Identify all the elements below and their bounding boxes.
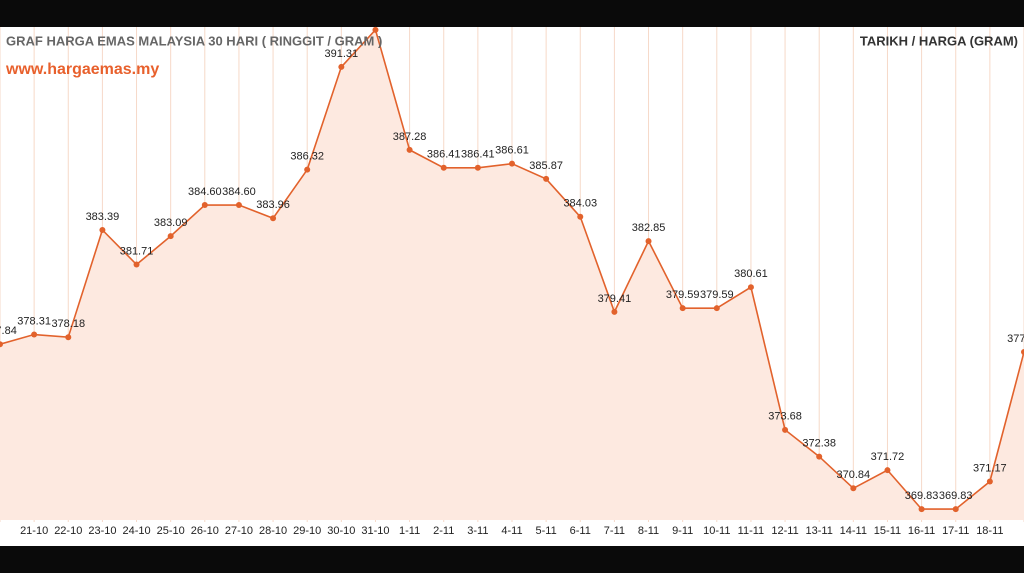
point bbox=[440, 164, 447, 171]
point bbox=[850, 485, 857, 492]
point bbox=[747, 284, 754, 291]
point bbox=[0, 341, 3, 348]
point bbox=[1021, 349, 1024, 356]
x-tick-label: 31-10 bbox=[361, 525, 389, 537]
data-label: 372.38 bbox=[802, 438, 836, 450]
data-label: 378.31 bbox=[17, 315, 51, 327]
point bbox=[816, 453, 823, 460]
data-label: 386.32 bbox=[290, 151, 324, 163]
point bbox=[338, 63, 345, 70]
x-tick-label: 27-10 bbox=[225, 525, 253, 537]
x-tick-label: 18-11 bbox=[976, 525, 1003, 537]
data-label: 387.28 bbox=[393, 131, 427, 143]
point bbox=[201, 202, 208, 209]
data-label: 385.87 bbox=[529, 160, 563, 172]
x-tick-label: 5-11 bbox=[536, 525, 557, 537]
point bbox=[543, 175, 550, 182]
x-tick-label: 29-10 bbox=[293, 525, 321, 537]
x-tick-label: 1-11 bbox=[399, 525, 420, 537]
point bbox=[611, 308, 618, 315]
point bbox=[952, 506, 959, 513]
data-label: 377.84 bbox=[0, 325, 17, 337]
x-tick-label: 2-11 bbox=[433, 525, 454, 537]
data-label: 386.61 bbox=[495, 145, 529, 157]
x-tick-label: 6-11 bbox=[570, 525, 591, 537]
point bbox=[65, 334, 72, 341]
point bbox=[99, 226, 106, 233]
data-label: 384.60 bbox=[222, 186, 256, 198]
data-label: 373.68 bbox=[768, 411, 802, 423]
point bbox=[918, 506, 925, 513]
x-tick-label: 26-10 bbox=[191, 525, 219, 537]
data-label: 383.09 bbox=[154, 217, 188, 229]
chart-subtitle: www.hargaemas.my bbox=[5, 61, 159, 78]
data-label: 384.60 bbox=[188, 186, 222, 198]
point bbox=[235, 202, 242, 209]
point bbox=[133, 261, 140, 268]
point bbox=[713, 305, 720, 312]
legend-title: TARIKH / HARGA (GRAM) bbox=[860, 33, 1018, 48]
point bbox=[372, 26, 379, 33]
data-label: 379.59 bbox=[700, 289, 734, 301]
x-tick-label: 23-10 bbox=[88, 525, 116, 537]
data-label: 383.39 bbox=[86, 211, 120, 223]
x-tick-label: 10-11 bbox=[703, 525, 730, 537]
area bbox=[0, 29, 1024, 521]
data-label: 379.41 bbox=[598, 293, 632, 305]
x-tick-label: 15-11 bbox=[874, 525, 901, 537]
chart-title: GRAF HARGA EMAS MALAYSIA 30 HARI ( RINGG… bbox=[6, 33, 382, 48]
x-tick-label: 30-10 bbox=[327, 525, 355, 537]
x-tick-label: 11-11 bbox=[738, 525, 765, 537]
data-label: 371.72 bbox=[871, 451, 905, 463]
point bbox=[304, 166, 311, 173]
point bbox=[509, 160, 515, 167]
point bbox=[167, 233, 174, 240]
data-label: 383.96 bbox=[256, 199, 290, 211]
x-tick-label: 3-11 bbox=[467, 525, 488, 537]
point bbox=[577, 213, 584, 220]
data-label: 377.46 bbox=[1007, 333, 1024, 345]
x-tick-label: 24-10 bbox=[122, 525, 150, 537]
point bbox=[782, 426, 789, 433]
data-label: 386.41 bbox=[427, 149, 461, 161]
point bbox=[679, 305, 686, 312]
data-label: 369.83 bbox=[939, 490, 973, 502]
data-label: 380.61 bbox=[734, 268, 768, 280]
point bbox=[31, 331, 38, 338]
x-tick-label: 22-10 bbox=[54, 525, 82, 537]
x-tick-label: 17-11 bbox=[942, 525, 969, 537]
x-tick-label: 25-10 bbox=[157, 525, 185, 537]
x-tick-label: 14-11 bbox=[840, 525, 867, 537]
x-tick-label: 12-11 bbox=[771, 525, 798, 537]
x-tick-label: 16-11 bbox=[908, 525, 935, 537]
data-label: 379.59 bbox=[666, 289, 700, 301]
data-label: 370.84 bbox=[837, 469, 871, 481]
data-label: 382.85 bbox=[632, 222, 666, 234]
data-label: 391.31 bbox=[325, 48, 359, 60]
x-tick-label: 28-10 bbox=[259, 525, 287, 537]
point bbox=[645, 238, 652, 245]
point bbox=[270, 215, 277, 222]
x-tick-label: 7-11 bbox=[604, 525, 625, 537]
data-label: 381.71 bbox=[120, 245, 154, 257]
data-label: 369.83 bbox=[905, 490, 939, 502]
x-tick-label: 8-11 bbox=[638, 525, 659, 537]
data-label: 384.03 bbox=[563, 198, 597, 210]
data-label: 378.18 bbox=[51, 318, 85, 330]
x-tick-label: 13-11 bbox=[806, 525, 833, 537]
point bbox=[474, 164, 481, 171]
x-tick-label: 21-10 bbox=[20, 525, 48, 537]
data-label: 386.41 bbox=[461, 149, 495, 161]
point bbox=[884, 467, 891, 474]
point bbox=[986, 478, 993, 485]
data-label: 371.17 bbox=[973, 462, 1007, 474]
point bbox=[406, 146, 413, 153]
x-tick-label: 4-11 bbox=[501, 525, 522, 537]
x-tick-label: 9-11 bbox=[672, 525, 693, 537]
